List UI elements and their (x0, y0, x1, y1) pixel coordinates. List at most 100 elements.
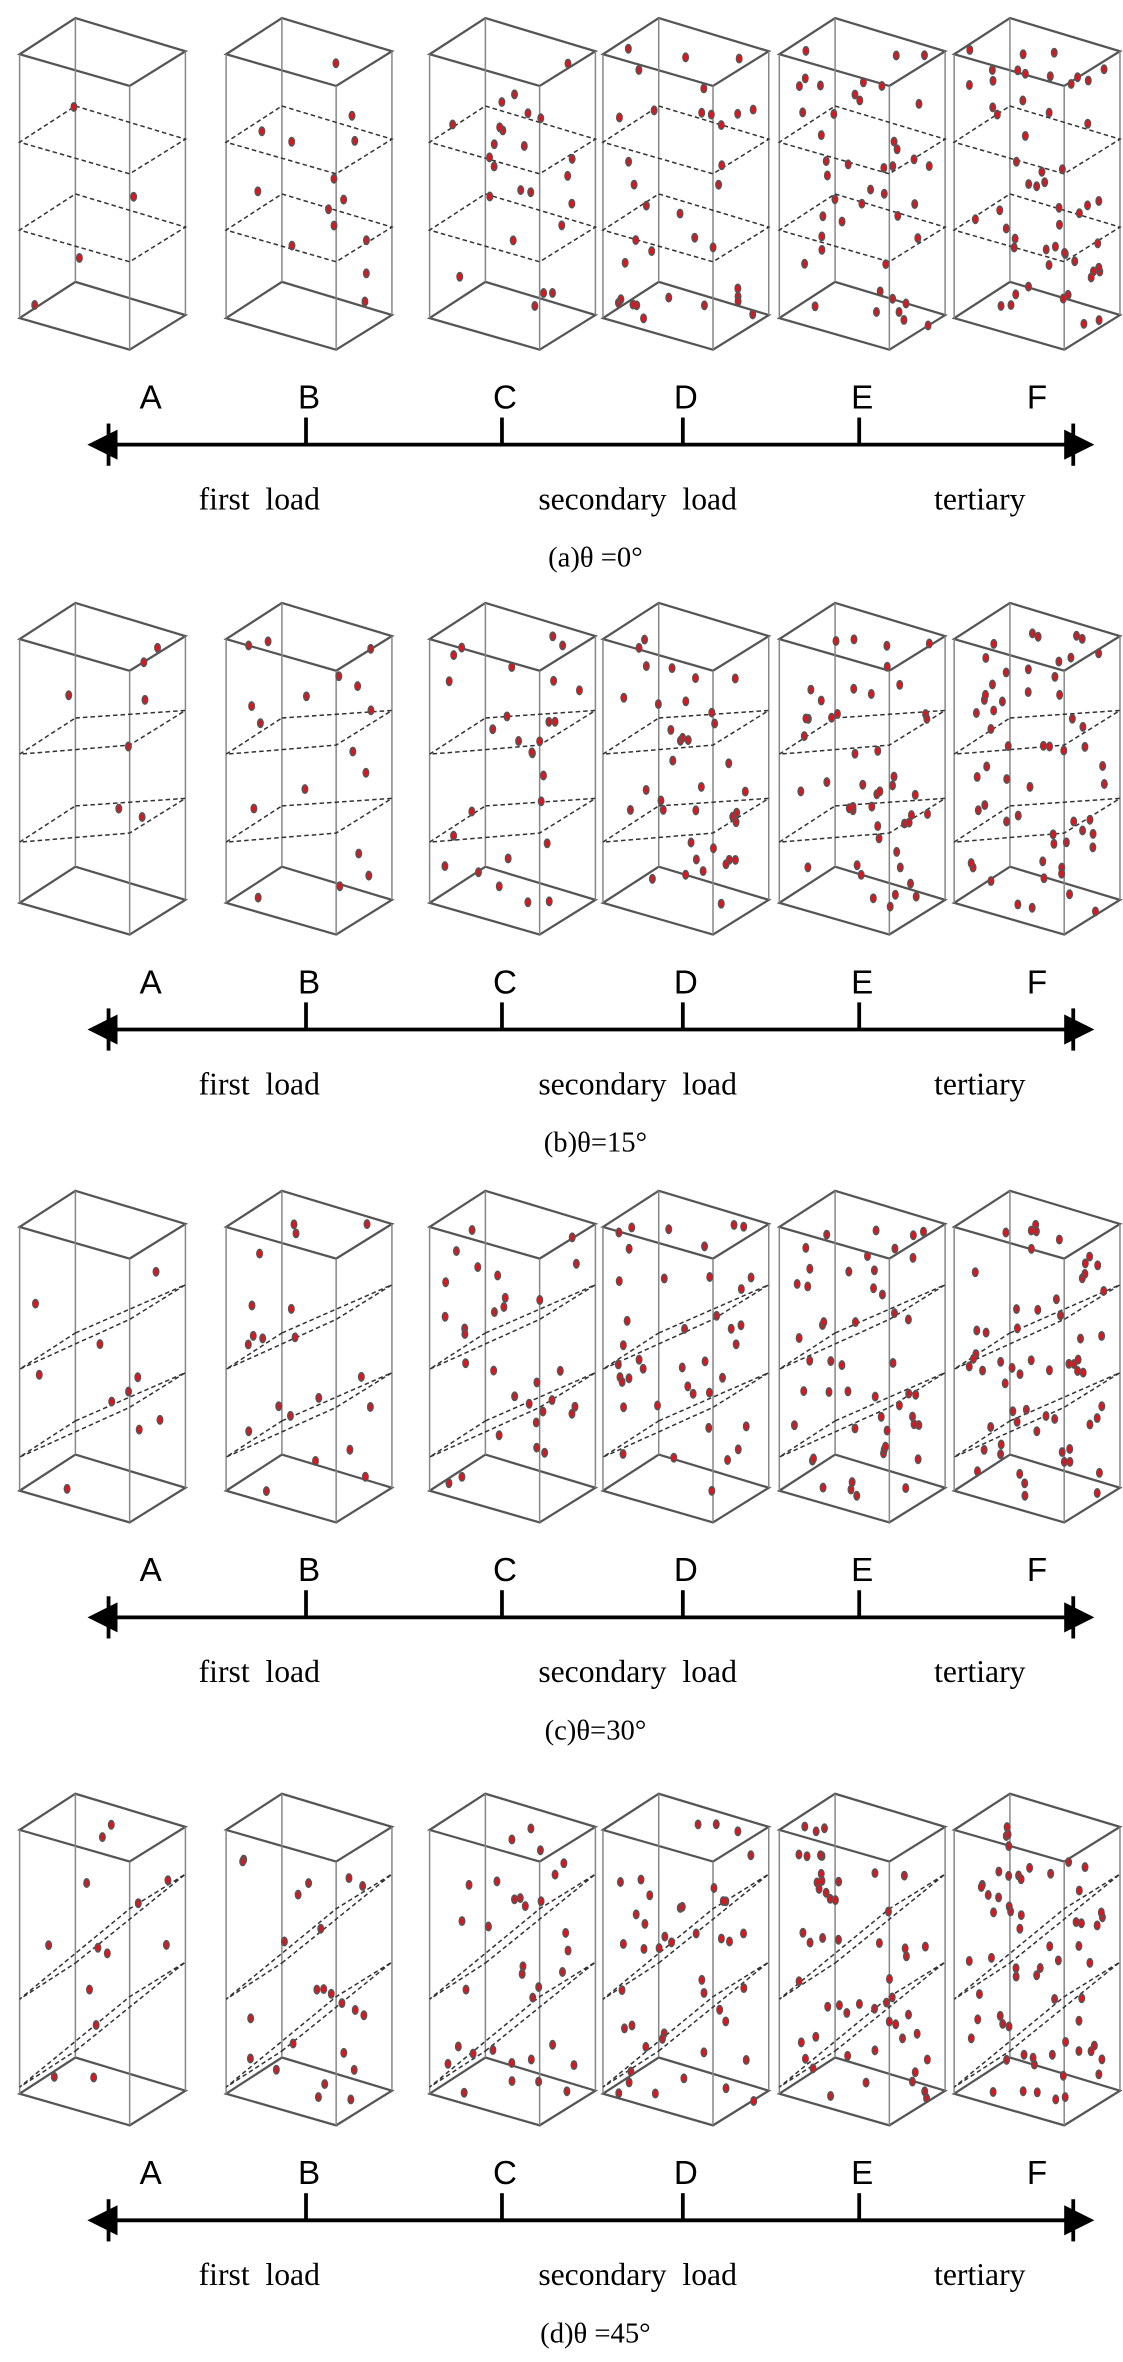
crack-point (1007, 1906, 1015, 1917)
crack-point (503, 711, 511, 722)
crack-point (289, 2038, 297, 2049)
box-bottom (776, 280, 948, 351)
weak-plane (17, 193, 188, 263)
crack-point (965, 1956, 973, 1966)
crack-point (1042, 244, 1050, 255)
crack-point (747, 1850, 755, 1861)
crack-point (997, 1449, 1005, 1460)
crack-point (259, 1333, 267, 1344)
crack-point (625, 156, 633, 167)
crack-point (838, 216, 846, 227)
crack-point (509, 235, 517, 246)
crack-point (550, 675, 558, 686)
stage-label: secondary load (538, 2257, 737, 2292)
crack-point (625, 2077, 633, 2088)
crack-point (537, 113, 545, 124)
crack-point (1027, 1355, 1035, 1366)
weak-plane (19, 1961, 186, 2088)
crack-point (490, 1365, 498, 1376)
crack-point (1062, 2036, 1070, 2047)
stage-point-label: F (1027, 964, 1047, 1001)
weak-plane (953, 1961, 1121, 2088)
crack-point (256, 718, 264, 729)
crack-point (1058, 1447, 1066, 1458)
specimen-box (223, 601, 395, 936)
specimen-box (951, 601, 1123, 936)
crack-point (1025, 281, 1032, 292)
crack-point (486, 191, 494, 202)
crack-point (134, 1898, 142, 1909)
crack-point (535, 1982, 543, 1993)
weak-plane (225, 1961, 393, 2088)
weak-plane (19, 1873, 186, 2000)
crack-point (1052, 2094, 1060, 2105)
stage-label: first load (199, 2257, 320, 2292)
crack-point (31, 300, 39, 310)
crack-point (831, 1895, 839, 1906)
crack-point (654, 1400, 661, 1411)
crack-point (983, 761, 991, 772)
crack-point (548, 1395, 556, 1406)
crack-point (1003, 816, 1011, 827)
crack-point (1012, 289, 1020, 300)
crack-point (254, 892, 262, 903)
crack-point (1041, 177, 1049, 188)
crack-point (511, 1894, 518, 1905)
crack-point (135, 1424, 143, 1435)
crack-point (524, 108, 532, 119)
crack-point (1024, 664, 1032, 675)
crack-point (75, 252, 83, 263)
caption: (a)θ =0° (548, 542, 643, 574)
crack-point (94, 1942, 102, 1953)
specimen-box (426, 16, 599, 351)
crack-point (911, 199, 919, 210)
crack-point (889, 780, 896, 791)
box-bottom (951, 1453, 1123, 1524)
crack-point (712, 1819, 720, 1830)
stage-point-label: E (851, 1552, 873, 1589)
stage-point-label: B (298, 964, 320, 1001)
crack-point (800, 731, 808, 742)
crack-point (313, 1984, 321, 1995)
crack-point (1066, 889, 1074, 900)
crack-point (250, 803, 258, 814)
crack-point (70, 101, 78, 112)
crack-point (272, 2064, 280, 2075)
crack-point (692, 1928, 700, 1939)
crack-point (870, 1283, 877, 1294)
crack-point (1046, 1941, 1054, 1952)
crack-point (641, 1918, 649, 1929)
box-bottom (16, 1453, 189, 1524)
crack-point (925, 161, 933, 172)
stage-point-label: D (674, 1552, 698, 1589)
crack-point (802, 45, 810, 56)
crack-point (817, 130, 825, 141)
crack-point (655, 1943, 663, 1954)
crack-point (1034, 631, 1042, 642)
crack-point (982, 1327, 990, 1338)
crack-point (815, 1883, 823, 1894)
crack-point (973, 771, 981, 782)
crack-point (1056, 689, 1064, 700)
crack-point (889, 161, 897, 172)
crack-point (536, 1845, 544, 1856)
weak-plane (602, 797, 770, 843)
specimen-box (600, 16, 772, 351)
box-top (426, 601, 599, 672)
stage-label: tertiary (934, 2257, 1026, 2292)
crack-point (1078, 633, 1086, 644)
crack-point (658, 2033, 666, 2044)
box-bottom (16, 865, 189, 936)
crack-point (905, 1388, 913, 1399)
crack-point (568, 153, 576, 164)
weak-plane (19, 1284, 186, 1370)
crack-point (915, 98, 923, 109)
crack-point (532, 1417, 540, 1428)
crack-point (1071, 256, 1079, 267)
crack-point (1050, 47, 1058, 58)
crack-point (1091, 906, 1099, 917)
crack-point (707, 109, 715, 120)
crack-point (1016, 1923, 1024, 1934)
crack-point (616, 1877, 624, 1888)
